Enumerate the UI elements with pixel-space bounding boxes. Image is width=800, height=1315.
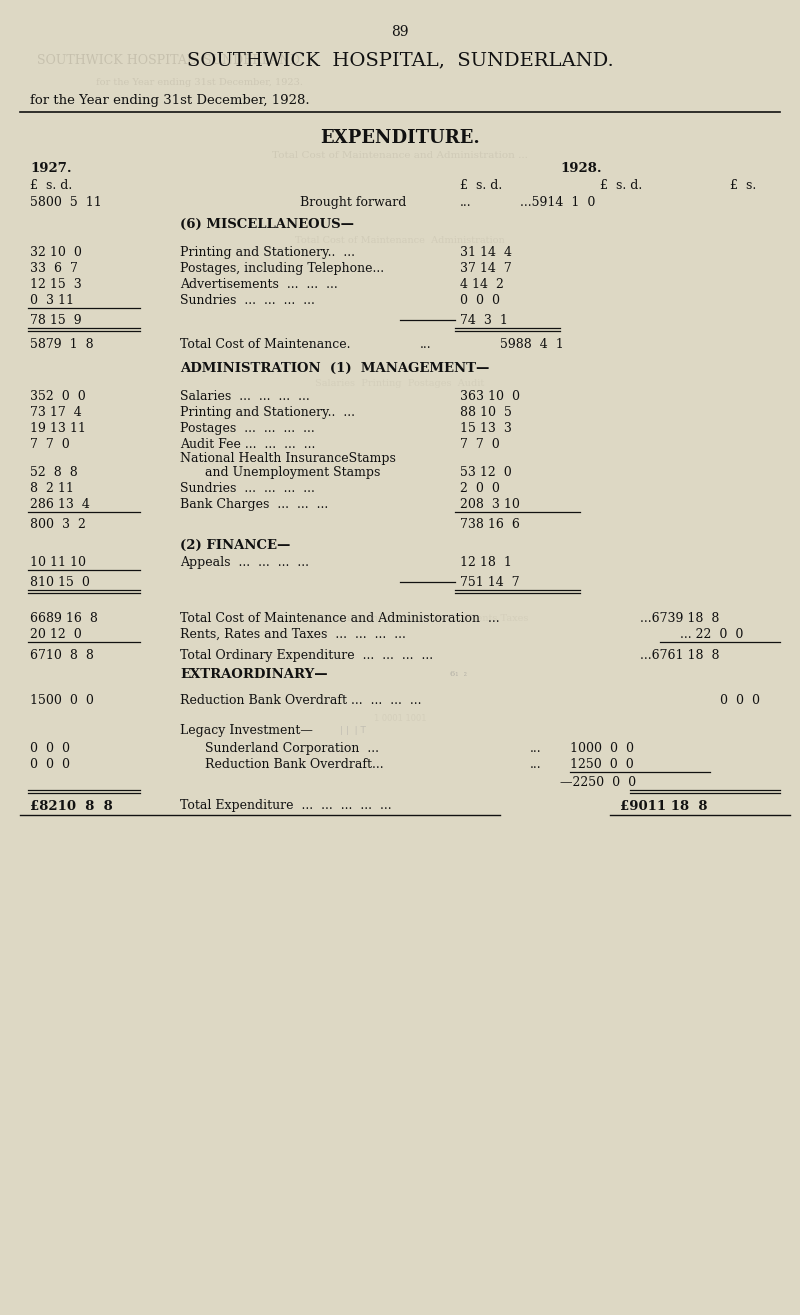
Text: 2  0  0: 2 0 0 bbox=[460, 481, 500, 494]
Text: 5879  1  8: 5879 1 8 bbox=[30, 338, 94, 351]
Text: 88 10  5: 88 10 5 bbox=[460, 405, 512, 418]
Text: £  s. d.: £ s. d. bbox=[460, 179, 502, 192]
Text: 800  3  2: 800 3 2 bbox=[30, 518, 86, 530]
Text: Total Cost of Maintenance and Administoration  ...: Total Cost of Maintenance and Administor… bbox=[180, 611, 500, 625]
Text: 1500  0  0: 1500 0 0 bbox=[30, 693, 94, 706]
Text: 52  8  8: 52 8 8 bbox=[30, 466, 78, 479]
Text: EXPENDITURE.: EXPENDITURE. bbox=[320, 129, 480, 147]
Text: 73 17  4: 73 17 4 bbox=[30, 405, 82, 418]
Text: Printing and Stationery..  ...: Printing and Stationery.. ... bbox=[180, 246, 355, 259]
Text: 363 10  0: 363 10 0 bbox=[460, 389, 520, 402]
Text: 7  7  0: 7 7 0 bbox=[460, 438, 500, 451]
Text: 12 15  3: 12 15 3 bbox=[30, 277, 82, 291]
Text: 74  3  1: 74 3 1 bbox=[460, 313, 508, 326]
Text: Printing and Stationery..  ...: Printing and Stationery.. ... bbox=[180, 405, 355, 418]
Text: Reduction Bank Overdraft...: Reduction Bank Overdraft... bbox=[205, 757, 384, 771]
Text: 286 13  4: 286 13 4 bbox=[30, 497, 90, 510]
Text: 738 16  6: 738 16 6 bbox=[460, 518, 520, 530]
Text: 208  3 10: 208 3 10 bbox=[460, 497, 520, 510]
Text: Total Cost Maintenance Administration Rents Taxes: Total Cost Maintenance Administration Re… bbox=[272, 614, 528, 622]
Text: 1 0001 1001: 1 0001 1001 bbox=[374, 714, 426, 722]
Text: and Unemployment Stamps: and Unemployment Stamps bbox=[205, 466, 380, 479]
Text: | |  | T: | | | T bbox=[340, 726, 366, 735]
Text: 6₁  ₂: 6₁ ₂ bbox=[450, 671, 467, 679]
Text: 0  3 11: 0 3 11 bbox=[30, 293, 74, 306]
Text: —2250  0  0: —2250 0 0 bbox=[560, 776, 636, 789]
Text: Sundries  ...  ...  ...  ...: Sundries ... ... ... ... bbox=[180, 481, 315, 494]
Text: ...: ... bbox=[530, 742, 542, 755]
Text: SOUTHWICK  HOSPITAL,  SUNDERLAND.: SOUTHWICK HOSPITAL, SUNDERLAND. bbox=[186, 51, 614, 68]
Text: 0  0  0: 0 0 0 bbox=[460, 293, 500, 306]
Text: £9011 18  8: £9011 18 8 bbox=[620, 800, 707, 813]
Text: ...6739 18  8: ...6739 18 8 bbox=[640, 611, 719, 625]
Text: Audit Fee ...  ...  ...  ...: Audit Fee ... ... ... ... bbox=[180, 438, 315, 451]
Text: Total Cost of Maintenance and Administration ...: Total Cost of Maintenance and Administra… bbox=[272, 150, 528, 159]
Text: 89: 89 bbox=[391, 25, 409, 39]
Text: 31 14  4: 31 14 4 bbox=[460, 246, 512, 259]
Text: ADMINISTRATION  (1)  MANAGEMENT—: ADMINISTRATION (1) MANAGEMENT— bbox=[180, 362, 490, 375]
Text: Legacy Investment—: Legacy Investment— bbox=[180, 723, 313, 736]
Text: 0  0  0: 0 0 0 bbox=[30, 757, 70, 771]
Text: EXTRAORDINARY—: EXTRAORDINARY— bbox=[180, 668, 328, 680]
Text: 33  6  7: 33 6 7 bbox=[30, 262, 78, 275]
Text: SOUTHWICK HOSPITAL, SUNDERLAND.: SOUTHWICK HOSPITAL, SUNDERLAND. bbox=[37, 54, 303, 67]
Text: ...6761 18  8: ...6761 18 8 bbox=[640, 648, 719, 661]
Text: Salaries  Printing  Postages  Audit: Salaries Printing Postages Audit bbox=[315, 379, 485, 388]
Text: 751 14  7: 751 14 7 bbox=[460, 576, 520, 589]
Text: 0  0  0: 0 0 0 bbox=[30, 742, 70, 755]
Text: £8210  8  8: £8210 8 8 bbox=[30, 800, 113, 813]
Text: (6) MISCELLANEOUS—: (6) MISCELLANEOUS— bbox=[180, 217, 354, 230]
Text: 10 11 10: 10 11 10 bbox=[30, 555, 86, 568]
Text: 6689 16  8: 6689 16 8 bbox=[30, 611, 98, 625]
Text: 6710  8  8: 6710 8 8 bbox=[30, 648, 94, 661]
Text: ...: ... bbox=[420, 338, 432, 351]
Text: Total Ordinary Expenditure  ...  ...  ...  ...: Total Ordinary Expenditure ... ... ... .… bbox=[180, 648, 433, 661]
Text: ...5914  1  0: ...5914 1 0 bbox=[520, 196, 595, 209]
Text: ...: ... bbox=[530, 757, 542, 771]
Text: Advertisements  ...  ...  ...: Advertisements ... ... ... bbox=[180, 277, 338, 291]
Text: Postages, including Telephone...: Postages, including Telephone... bbox=[180, 262, 384, 275]
Text: 5988  4  1: 5988 4 1 bbox=[500, 338, 564, 351]
Text: Total Cost of Maintenance.: Total Cost of Maintenance. bbox=[180, 338, 350, 351]
Text: Postages  ...  ...  ...  ...: Postages ... ... ... ... bbox=[180, 422, 314, 434]
Text: ...: ... bbox=[460, 196, 472, 209]
Text: 20 12  0: 20 12 0 bbox=[30, 627, 82, 640]
Text: 7  7  0: 7 7 0 bbox=[30, 438, 70, 451]
Text: 19 13 11: 19 13 11 bbox=[30, 422, 86, 434]
Text: Reduction Bank Overdraft ...  ...  ...  ...: Reduction Bank Overdraft ... ... ... ... bbox=[180, 693, 422, 706]
Text: Total Expenditure  ...  ...  ...  ...  ...: Total Expenditure ... ... ... ... ... bbox=[180, 800, 392, 813]
Text: ... 22  0  0: ... 22 0 0 bbox=[680, 627, 743, 640]
Text: 5800  5  11: 5800 5 11 bbox=[30, 196, 102, 209]
Text: 12 18  1: 12 18 1 bbox=[460, 555, 512, 568]
Text: 1250  0  0: 1250 0 0 bbox=[570, 757, 634, 771]
Text: £  s. d.: £ s. d. bbox=[600, 179, 642, 192]
Text: £  s. d.: £ s. d. bbox=[30, 179, 72, 192]
Text: 0  0  0: 0 0 0 bbox=[720, 693, 760, 706]
Text: 32 10  0: 32 10 0 bbox=[30, 246, 82, 259]
Text: 8  2 11: 8 2 11 bbox=[30, 481, 74, 494]
Text: 1000  0  0: 1000 0 0 bbox=[570, 742, 634, 755]
Text: 78 15  9: 78 15 9 bbox=[30, 313, 82, 326]
Text: 810 15  0: 810 15 0 bbox=[30, 576, 90, 589]
Text: 1927.: 1927. bbox=[30, 162, 72, 175]
Text: 53 12  0: 53 12 0 bbox=[460, 466, 512, 479]
Text: 4 14  2: 4 14 2 bbox=[460, 277, 504, 291]
Text: Salaries  ...  ...  ...  ...: Salaries ... ... ... ... bbox=[180, 389, 310, 402]
Text: for the Year ending 31st December, 1923.: for the Year ending 31st December, 1923. bbox=[97, 78, 303, 87]
Text: for the Year ending 31st December, 1928.: for the Year ending 31st December, 1928. bbox=[30, 93, 310, 107]
Text: Sunderland Corporation  ...: Sunderland Corporation ... bbox=[205, 742, 379, 755]
Text: Rents, Rates and Taxes  ...  ...  ...  ...: Rents, Rates and Taxes ... ... ... ... bbox=[180, 627, 406, 640]
Text: 15 13  3: 15 13 3 bbox=[460, 422, 512, 434]
Text: National Health InsuranceStamps: National Health InsuranceStamps bbox=[180, 451, 396, 464]
Text: Appeals  ...  ...  ...  ...: Appeals ... ... ... ... bbox=[180, 555, 309, 568]
Text: 1928.: 1928. bbox=[560, 162, 602, 175]
Text: Bank Charges  ...  ...  ...: Bank Charges ... ... ... bbox=[180, 497, 328, 510]
Text: Total Cost of Maintenance  Administration: Total Cost of Maintenance Administration bbox=[295, 235, 505, 245]
Text: 37 14  7: 37 14 7 bbox=[460, 262, 512, 275]
Text: (2) FINANCE—: (2) FINANCE— bbox=[180, 539, 290, 551]
Text: 352  0  0: 352 0 0 bbox=[30, 389, 86, 402]
Text: £  s.: £ s. bbox=[730, 179, 756, 192]
Text: Sundries  ...  ...  ...  ...: Sundries ... ... ... ... bbox=[180, 293, 315, 306]
Text: Brought forward: Brought forward bbox=[300, 196, 406, 209]
